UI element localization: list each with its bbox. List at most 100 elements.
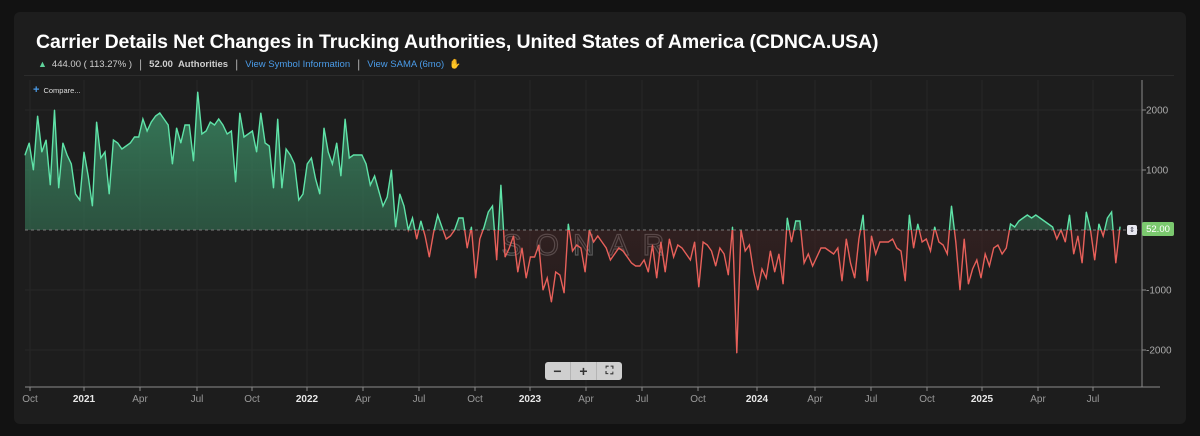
data-point — [235, 181, 237, 183]
data-point — [550, 301, 552, 303]
data-point — [184, 124, 186, 126]
summary-bar: ▲ 444.00 ( 113.27% ) | 52.00 Authorities… — [38, 57, 461, 71]
divider — [24, 75, 1174, 76]
arrow-up-icon: ▲ — [38, 59, 47, 69]
data-point — [706, 244, 708, 246]
data-point — [908, 214, 910, 216]
data-point — [475, 277, 477, 279]
data-point — [155, 115, 157, 117]
data-point — [117, 142, 119, 144]
data-point — [559, 274, 561, 276]
data-point — [201, 133, 203, 135]
data-point — [197, 91, 199, 93]
data-point — [955, 241, 957, 243]
data-point — [268, 145, 270, 147]
data-point — [281, 187, 283, 189]
fullscreen-button[interactable]: ⛶ — [605, 364, 614, 377]
data-point — [774, 271, 776, 273]
data-point — [929, 250, 931, 252]
data-point — [849, 262, 851, 264]
x-tick-label: 2022 — [296, 394, 319, 405]
separator: | — [235, 57, 239, 71]
data-point — [887, 241, 889, 243]
data-point — [58, 187, 60, 189]
data-point — [542, 289, 544, 291]
hand-icon[interactable]: ✋ — [449, 58, 461, 70]
compare-button[interactable]: + Compare... — [33, 84, 81, 96]
y-tick-label: 2000 — [1146, 106, 1169, 117]
data-point — [285, 148, 287, 150]
data-point — [934, 226, 936, 228]
data-point — [972, 268, 974, 270]
data-point — [411, 217, 413, 219]
data-point — [374, 175, 376, 177]
data-point — [685, 253, 687, 255]
data-point — [75, 193, 77, 195]
data-point — [496, 259, 498, 261]
data-point — [1056, 238, 1058, 240]
data-point — [963, 238, 965, 240]
x-tick-label: Apr — [807, 394, 823, 405]
data-point — [900, 250, 902, 252]
data-point — [639, 265, 641, 267]
zoom-in-button[interactable]: + — [571, 362, 597, 380]
data-point — [171, 163, 173, 165]
data-point — [395, 226, 397, 228]
data-point — [104, 151, 106, 153]
data-point — [710, 250, 712, 252]
data-point — [572, 250, 573, 252]
zoom-controls: − + ⛶ — [545, 362, 622, 380]
data-point — [984, 253, 986, 255]
data-point — [879, 241, 881, 243]
data-point — [1073, 253, 1075, 255]
zoom-out-button[interactable]: − — [545, 362, 571, 380]
data-point — [614, 253, 616, 255]
data-point — [576, 244, 578, 246]
data-point — [837, 247, 839, 249]
data-point — [243, 136, 245, 138]
data-point — [618, 247, 620, 249]
data-point — [319, 193, 321, 195]
data-point — [315, 178, 317, 180]
data-point — [689, 259, 691, 261]
y-tick-label: -2000 — [1146, 346, 1172, 357]
data-point — [967, 283, 969, 285]
data-point — [1090, 229, 1092, 231]
data-point — [1043, 220, 1045, 222]
data-point — [820, 247, 822, 249]
x-tick-label: Jul — [636, 394, 649, 405]
data-point — [302, 193, 304, 195]
x-tick-label: Apr — [578, 394, 594, 405]
data-point — [218, 118, 220, 120]
data-point — [938, 241, 940, 243]
data-point — [348, 157, 350, 159]
data-point — [369, 184, 371, 186]
data-point — [256, 151, 258, 153]
last-value-label: 52.00 — [1142, 222, 1174, 236]
data-point — [744, 250, 746, 252]
data-point — [652, 244, 654, 246]
view-sama-link[interactable]: View SAMA (6mo) — [367, 58, 445, 70]
data-point — [458, 217, 460, 219]
data-point — [942, 244, 944, 246]
data-point — [719, 247, 721, 249]
data-point — [677, 244, 679, 246]
data-point — [769, 250, 771, 252]
data-point — [121, 148, 123, 150]
data-point — [858, 238, 860, 240]
data-point — [264, 142, 266, 144]
data-point — [466, 247, 468, 249]
x-tick-label: Jul — [865, 394, 878, 405]
view-symbol-info-link[interactable]: View Symbol Information — [245, 58, 351, 70]
x-tick-label: Oct — [690, 394, 706, 405]
data-point — [605, 247, 607, 249]
data-point — [462, 217, 464, 219]
scale-handle-icon[interactable]: ⇕ — [1127, 225, 1137, 235]
data-point — [205, 130, 207, 132]
x-tick-label: Jul — [191, 394, 204, 405]
data-point — [546, 277, 548, 279]
data-point — [491, 205, 493, 207]
data-point — [420, 220, 422, 222]
data-point — [668, 238, 670, 240]
